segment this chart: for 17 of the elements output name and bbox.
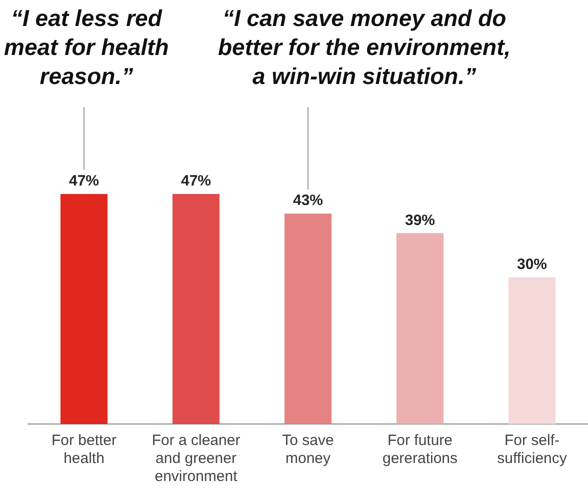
data-label: 39% bbox=[404, 212, 436, 229]
bar bbox=[396, 233, 444, 424]
data-label: 47% bbox=[180, 172, 212, 190]
bar bbox=[284, 214, 332, 424]
text: “I eat less red meat for health reason.” bbox=[4, 4, 169, 89]
data-label: 30% bbox=[516, 256, 548, 273]
x-tick-label: To save money bbox=[282, 432, 334, 468]
data-label: 43% bbox=[292, 192, 324, 210]
data-label: 47% bbox=[68, 172, 100, 190]
bar bbox=[508, 277, 556, 424]
bar bbox=[172, 194, 220, 424]
bar bbox=[60, 194, 108, 424]
x-tick-label: For a cleaner and greener environment bbox=[152, 432, 240, 486]
x-tick-label: For better health bbox=[51, 432, 117, 468]
x-tick-label: For future gererations bbox=[382, 432, 458, 468]
x-tick-label: For self-sufficiency bbox=[497, 432, 568, 468]
text: “I can save money and do better for the environment, a win-win situation.” bbox=[218, 4, 511, 89]
